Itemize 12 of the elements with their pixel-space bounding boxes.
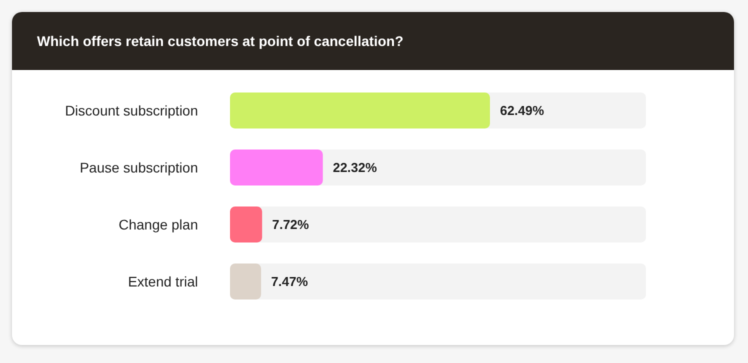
- y-tick-label: Extend trial: [128, 274, 198, 290]
- data-label: 22.32%: [332, 160, 378, 175]
- data-label: 7.47%: [271, 274, 308, 289]
- bar: [230, 206, 262, 242]
- y-tick-label: Change plan: [118, 216, 198, 232]
- chart-title: Which offers retain customers at point of cancellation?: [12, 12, 734, 70]
- y-tick-label: Pause subscription: [80, 160, 198, 176]
- data-label: 7.72%: [272, 217, 310, 232]
- bar: [230, 150, 323, 186]
- data-label: 62.49%: [500, 103, 544, 118]
- bar: [230, 264, 262, 300]
- y-tick-label: Discount subscription: [64, 102, 198, 118]
